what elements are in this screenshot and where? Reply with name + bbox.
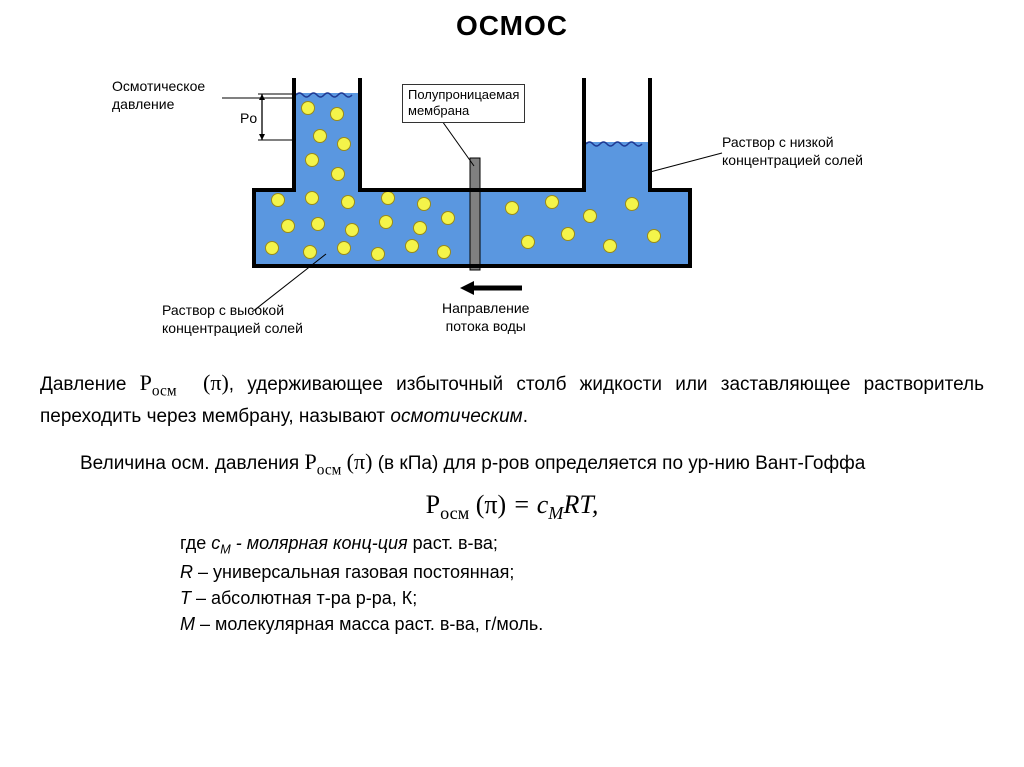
label-membrane: Полупроницаемаямембрана xyxy=(402,84,525,123)
label-high-concentration: Раствор с высокойконцентрацией солей xyxy=(162,302,303,337)
formula-vant-hoff: Pосм (π) = cMRT, xyxy=(40,490,984,524)
legend-line-r: R – универсальная газовая постоянная; xyxy=(180,559,984,585)
legend-line-m: M – молекулярная масса раст. в-ва, г/мол… xyxy=(180,611,984,637)
label-p0: Po xyxy=(240,110,257,126)
osmosis-diagram: Осмотическоедавление Po Полупроницаемаям… xyxy=(112,48,912,348)
legend: где cM - молярная конц-ция раст. в-ва; R… xyxy=(180,530,984,637)
legend-line-t: T – абсолютная т-ра р-ра, К; xyxy=(180,585,984,611)
legend-line-cm: где cM - молярная конц-ция раст. в-ва; xyxy=(180,530,984,559)
label-low-concentration: Раствор с низкойконцентрацией солей xyxy=(722,134,863,169)
label-flow-direction: Направлениепотока воды xyxy=(442,300,529,335)
paragraph-vant-hoff: Величина осм. давления Pосм (π) (в кПа) … xyxy=(40,445,984,482)
page-title: ОСМОС xyxy=(40,10,984,42)
paragraph-definition: Давление Pосм (π), удерживающее избыточн… xyxy=(40,366,984,431)
label-osmotic-pressure: Осмотическоедавление xyxy=(112,78,232,113)
